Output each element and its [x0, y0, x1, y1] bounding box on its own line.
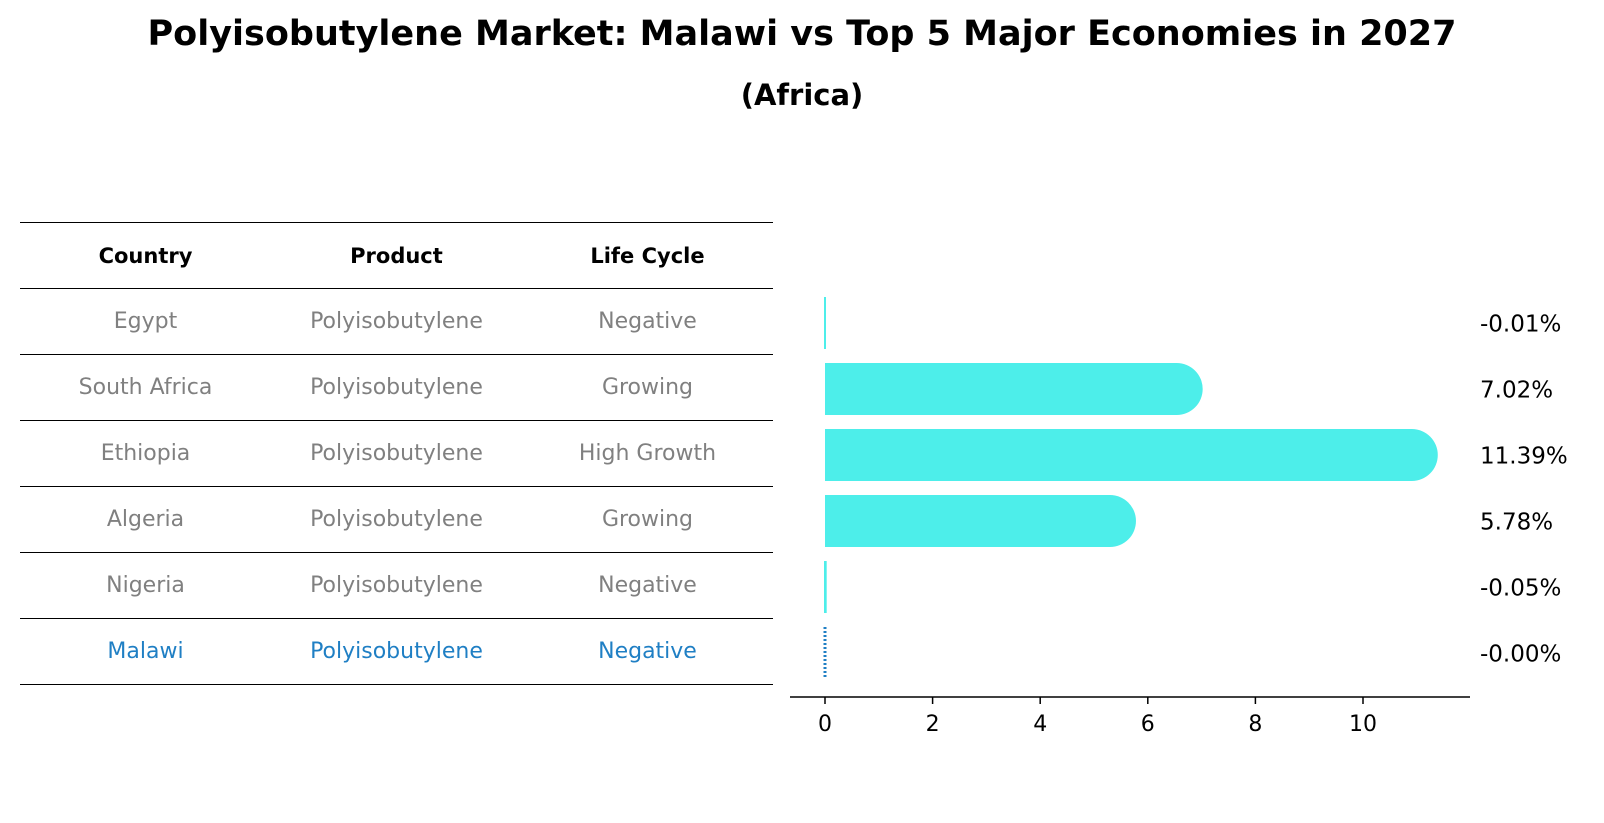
table-row-highlighted: Malawi Polyisobutylene Negative — [20, 618, 773, 685]
table-row: Egypt Polyisobutylene Negative — [20, 288, 773, 355]
value-label-egypt: -0.01% — [1480, 312, 1561, 338]
x-tick-label: 8 — [1248, 712, 1262, 737]
bar-nigeria — [824, 561, 827, 613]
life-cycle-cell: Negative — [521, 618, 773, 685]
product-cell: Polyisobutylene — [270, 288, 522, 355]
country-cell: Algeria — [20, 486, 271, 553]
value-label-south-africa: 7.02% — [1480, 378, 1553, 404]
table-row: South Africa Polyisobutylene Growing — [20, 354, 773, 421]
life-cycle-cell: Growing — [521, 354, 773, 421]
product-cell: Polyisobutylene — [270, 552, 522, 619]
life-cycle-cell: Negative — [521, 552, 773, 619]
chart-title: Polyisobutylene Market: Malawi vs Top 5 … — [147, 14, 1457, 54]
x-tick-label: 0 — [818, 712, 832, 737]
country-cell: South Africa — [20, 354, 271, 421]
header-country: Country — [20, 222, 271, 289]
country-cell: Malawi — [20, 618, 271, 685]
bar-ethiopia — [825, 429, 1438, 481]
header-product: Product — [270, 222, 522, 289]
product-cell: Polyisobutylene — [270, 420, 522, 487]
table-header-row: Country Product Life Cycle — [20, 222, 773, 289]
country-cell: Egypt — [20, 288, 271, 355]
value-label-algeria: 5.78% — [1480, 510, 1553, 536]
bar-south-africa — [825, 363, 1203, 415]
chart-subtitle: (Africa) — [740, 78, 864, 112]
country-table: Country Product Life Cycle Egypt Polyiso… — [20, 222, 773, 685]
header-life-cycle: Life Cycle — [521, 222, 773, 289]
x-tick-label: 2 — [926, 712, 940, 737]
country-cell: Ethiopia — [20, 420, 271, 487]
bar-algeria — [825, 495, 1136, 547]
table-row: Ethiopia Polyisobutylene High Growth — [20, 420, 773, 487]
x-tick-label: 6 — [1141, 712, 1155, 737]
country-cell: Nigeria — [20, 552, 271, 619]
table-row: Algeria Polyisobutylene Growing — [20, 486, 773, 553]
bar-egypt — [824, 297, 826, 349]
life-cycle-cell: Growing — [521, 486, 773, 553]
value-label-nigeria: -0.05% — [1480, 576, 1561, 602]
product-cell: Polyisobutylene — [270, 354, 522, 421]
table-row: Nigeria Polyisobutylene Negative — [20, 552, 773, 619]
x-tick-label: 4 — [1033, 712, 1047, 737]
value-label-ethiopia: 11.39% — [1480, 444, 1568, 470]
product-cell: Polyisobutylene — [270, 486, 522, 553]
value-label-malawi: -0.00% — [1480, 642, 1561, 668]
x-tick-label: 10 — [1349, 712, 1377, 737]
life-cycle-cell: Negative — [521, 288, 773, 355]
life-cycle-cell: High Growth — [521, 420, 773, 487]
product-cell: Polyisobutylene — [270, 618, 522, 685]
